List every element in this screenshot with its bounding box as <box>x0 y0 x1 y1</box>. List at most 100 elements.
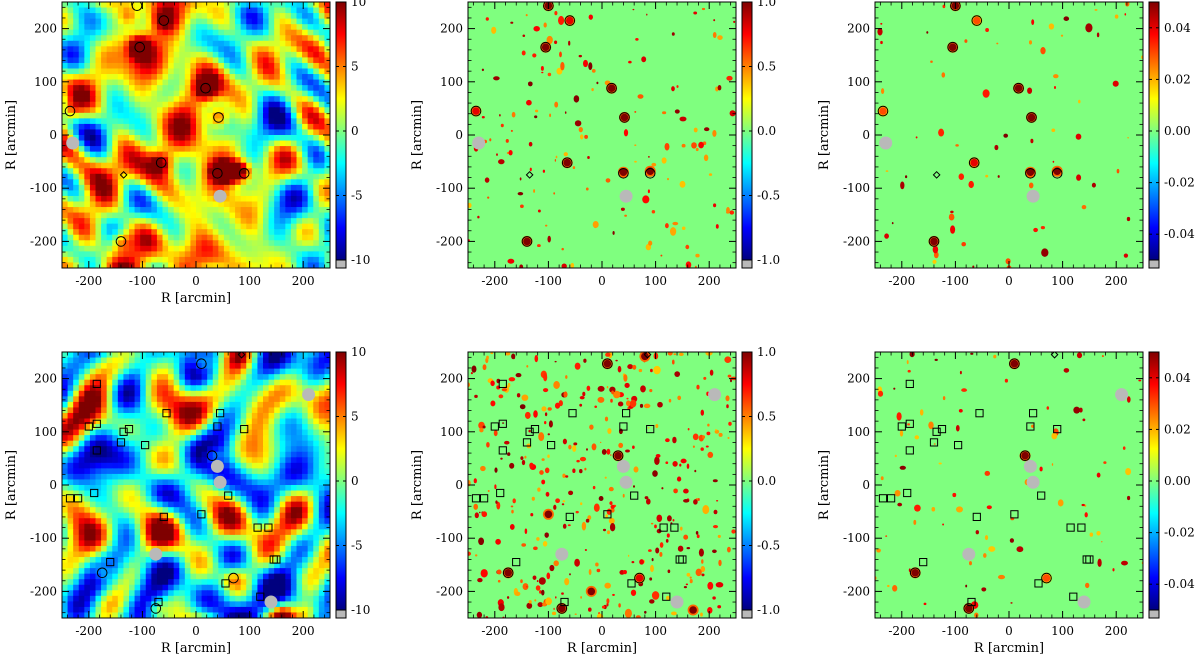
heat-cell <box>101 446 108 453</box>
heat-cell <box>218 57 225 64</box>
heat-cell <box>246 251 253 258</box>
heat-cell <box>173 440 180 447</box>
heat-cell <box>263 135 270 142</box>
heat-cell <box>201 435 208 442</box>
heat-cell <box>67 418 74 425</box>
heat-cell <box>184 379 192 386</box>
heat-cell <box>313 207 320 214</box>
heat-cell <box>229 195 236 203</box>
heat-cell <box>274 451 281 458</box>
heat-cell <box>179 457 186 464</box>
heat-cell <box>302 7 309 14</box>
heat-cell <box>151 135 158 142</box>
heat-cell <box>73 352 80 359</box>
heat-cell <box>263 462 270 469</box>
heat-cell <box>145 446 152 453</box>
heat-cell <box>257 7 264 14</box>
heat-cell <box>101 184 108 192</box>
heat-cell <box>263 396 270 403</box>
heat-cell <box>179 440 186 447</box>
heat-cell <box>67 68 74 75</box>
heat-cell <box>201 190 208 197</box>
colorbar-tick-label: 0.5 <box>757 60 776 74</box>
heat-cell <box>257 57 264 64</box>
heat-cell <box>84 240 91 247</box>
heat-cell <box>106 207 113 214</box>
heat-cell <box>246 568 253 575</box>
heat-cell <box>223 96 231 103</box>
heat-cell <box>112 440 119 447</box>
heat-cell <box>73 162 80 169</box>
heat-cell <box>218 212 225 219</box>
heat-cell <box>246 212 253 219</box>
heat-cell <box>156 245 164 252</box>
heat-cell <box>89 212 97 219</box>
heat-cell <box>151 352 158 359</box>
heat-cell <box>145 579 152 586</box>
heat-cell <box>307 29 314 36</box>
heat-cell <box>67 424 74 431</box>
heat-cell <box>240 396 247 403</box>
heat-cell <box>290 429 298 436</box>
heat-cell <box>89 368 97 375</box>
heat-cell <box>257 240 264 247</box>
heat-cell <box>223 562 231 569</box>
heat-cell <box>140 534 147 542</box>
heat-cell <box>201 407 208 414</box>
heat-cell <box>274 79 281 86</box>
heat-cell <box>324 418 330 425</box>
heat-cell <box>112 245 119 252</box>
heat-cell <box>151 446 158 453</box>
heat-cell <box>156 201 164 208</box>
heat-cell <box>212 146 219 153</box>
heat-cell <box>134 2 141 9</box>
heat-cell <box>302 379 309 386</box>
heat-cell <box>184 451 192 458</box>
heat-cell <box>324 218 330 225</box>
heat-cell <box>218 557 225 564</box>
heat-cell <box>274 140 281 147</box>
colorbar-tick-label: 1.0 <box>757 0 776 9</box>
heat-cell <box>123 451 130 458</box>
heat-cell <box>274 96 281 103</box>
heat-cell <box>89 229 97 236</box>
heat-cell <box>162 101 169 108</box>
heat-cell <box>101 51 108 59</box>
heat-cell <box>73 90 80 97</box>
heat-cell <box>263 195 270 203</box>
heat-cell <box>223 573 231 580</box>
heat-cell <box>101 379 108 386</box>
heat-cell <box>151 146 158 153</box>
heat-cell <box>218 218 225 225</box>
heat-cell <box>123 446 130 453</box>
heat-cell <box>134 112 141 119</box>
heat-cell <box>318 435 326 442</box>
noise-blob <box>534 115 538 119</box>
heat-cell <box>62 223 69 230</box>
heat-cell <box>263 568 270 575</box>
heat-cell <box>313 107 320 114</box>
heat-cell <box>207 573 214 580</box>
heat-cell <box>268 501 275 508</box>
heat-cell <box>84 518 91 525</box>
heat-cell <box>134 90 141 97</box>
heat-cell <box>145 123 152 131</box>
heat-cell <box>106 13 113 20</box>
heat-cell <box>184 534 192 542</box>
heat-cell <box>268 234 275 241</box>
heat-cell <box>268 195 275 203</box>
heat-cell <box>274 229 281 236</box>
heat-cell <box>307 234 314 241</box>
heat-cell <box>285 195 292 203</box>
heat-cell <box>162 490 169 497</box>
heat-cell <box>151 85 158 92</box>
noise-blob <box>1048 23 1055 30</box>
heat-cell <box>78 435 85 442</box>
heat-cell <box>257 218 264 225</box>
heat-cell <box>106 101 113 108</box>
circle-marker <box>543 2 554 11</box>
heat-cell <box>324 540 330 547</box>
heat-cell <box>235 385 242 392</box>
heat-cell <box>84 523 91 530</box>
heat-cell <box>302 68 309 75</box>
